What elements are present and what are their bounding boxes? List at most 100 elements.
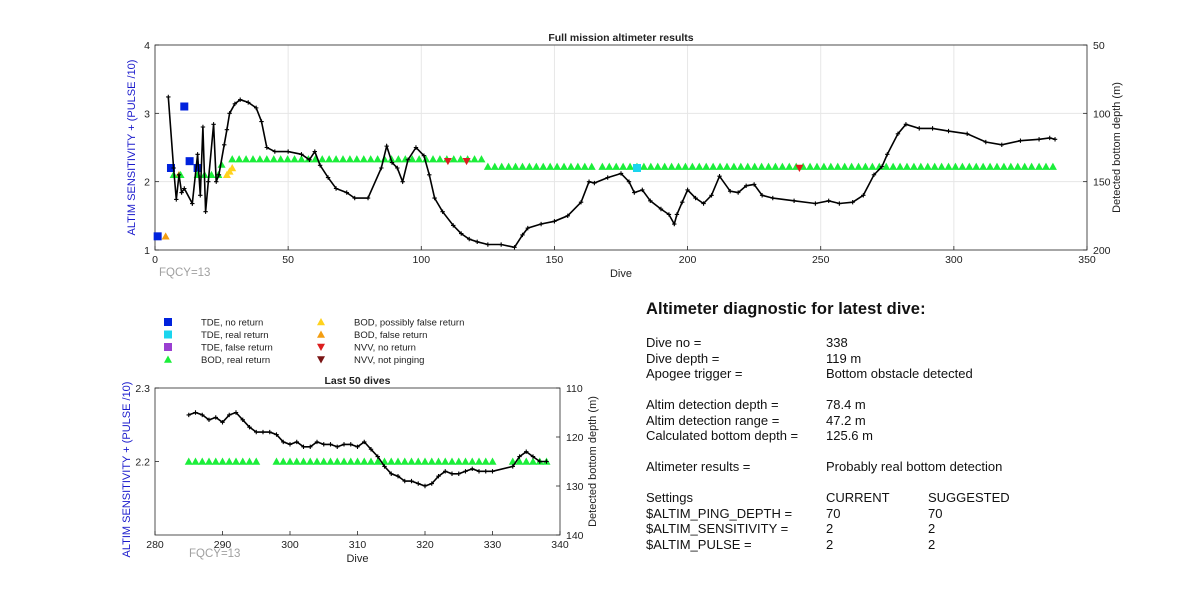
marker-bod-real-return: [387, 457, 396, 465]
x-tick-label: 290: [214, 539, 232, 551]
marker-bod-real-return: [1048, 162, 1057, 170]
y-left-tick-label: 4: [144, 40, 150, 52]
y-right-axis-label: Detected bottom depth (m): [587, 396, 599, 527]
depth-point: [470, 466, 475, 472]
depth-point: [743, 183, 749, 188]
marker-tde-real-return: [632, 164, 641, 172]
depth-point: [440, 209, 445, 214]
marker-bod-real-return: [750, 162, 759, 170]
depth-point: [368, 447, 374, 452]
marker-bod-real-return: [1020, 162, 1029, 170]
depth-point: [238, 97, 243, 102]
marker-bod-real-return: [238, 457, 247, 465]
depth-point: [220, 420, 225, 425]
marker-bod-real-return: [408, 155, 417, 163]
x-tick-label: 250: [812, 254, 830, 266]
marker-bod-real-return: [449, 155, 458, 163]
depth-point: [451, 223, 456, 228]
marker-bod-real-return: [283, 155, 292, 163]
marker-bod-real-return: [184, 457, 193, 465]
marker-bod-real-return: [902, 162, 911, 170]
diag-value: 2: [928, 521, 936, 536]
depth-point: [813, 201, 818, 206]
marker-tde-no-return: [185, 157, 194, 166]
depth-point: [264, 145, 270, 150]
x-tick-label: 100: [413, 254, 431, 266]
depth-point: [826, 198, 831, 203]
legend-swatch-tde-real-return: [164, 330, 172, 339]
marker-bod-real-return: [448, 457, 456, 465]
marker-bod-real-return: [252, 457, 261, 465]
marker-bod-real-return: [311, 155, 320, 163]
depth-point: [240, 417, 245, 423]
marker-bod-real-return: [566, 162, 575, 170]
annotation-fqcy: FQCY=13: [189, 548, 240, 560]
depth-point: [182, 186, 187, 191]
marker-bod-real-return: [771, 162, 780, 170]
marker-bod-real-return: [736, 162, 745, 170]
depth-point: [524, 449, 529, 454]
diag-value: Probably real bottom detection: [826, 459, 1003, 474]
depth-point: [171, 165, 176, 171]
legend-item-bod-real-return: BOD, real return: [164, 355, 270, 366]
marker-bod-real-return: [394, 457, 402, 465]
marker-bod-real-return: [279, 457, 288, 465]
depth-point: [885, 152, 890, 157]
diag-value: 125.6 m: [826, 428, 873, 443]
depth-point: [485, 242, 491, 247]
y-right-tick-label: 100: [1093, 108, 1111, 120]
depth-point: [335, 444, 340, 449]
depth-point: [592, 180, 597, 186]
marker-bod-real-return: [319, 457, 328, 465]
y-right-tick-label: 110: [566, 383, 583, 395]
diag-value: 2: [826, 521, 834, 536]
depth-point: [395, 165, 400, 171]
depth-point: [770, 195, 775, 201]
diag-row-apogee: Apogee trigger = Bottom obstacle detected: [646, 366, 1066, 382]
depth-point: [200, 412, 205, 418]
depth-point: [402, 478, 407, 484]
legend-swatch-bod-possibly-false-return: [317, 318, 325, 326]
diag-row-settings-header: Settings CURRENT SUGGESTED: [646, 490, 1066, 506]
depth-point: [640, 187, 645, 193]
marker-bod-real-return: [325, 155, 334, 163]
depth-point: [272, 149, 278, 154]
marker-bod-real-return: [262, 155, 271, 163]
x-tick-label: 340: [551, 539, 569, 551]
depth-point: [895, 131, 901, 137]
depth-point: [333, 186, 339, 191]
depth-point: [389, 471, 394, 476]
depth-point: [632, 190, 637, 195]
depth-point: [246, 100, 251, 105]
legend-label: NVV, not pinging: [354, 355, 424, 366]
depth-point: [254, 429, 259, 435]
legend-swatch-bod-real-return: [164, 355, 172, 363]
depth-point: [443, 469, 448, 474]
marker-bod-real-return: [688, 162, 697, 170]
chart-last-50: 280 290 300 310 320 330 340 2.2 2.3 110 120 130 140 L…: [121, 375, 599, 565]
marker-bod-real-return: [456, 155, 465, 163]
depth-point: [186, 412, 191, 418]
diag-value: 78.4 m: [826, 397, 866, 412]
marker-bod-real-return: [481, 457, 490, 465]
marker-bod-real-return: [546, 162, 555, 170]
legend-item-tde-real-return: TDE, real return: [164, 330, 269, 341]
legend-swatch-nvv-not-pinging: [317, 356, 325, 364]
marker-bod-real-return: [292, 457, 301, 465]
plot-frame: [154, 44, 1088, 251]
depth-point: [837, 201, 842, 206]
y-right-tick-label: 130: [566, 481, 584, 493]
diag-label: Altimeter results =: [646, 459, 751, 474]
depth-point: [467, 236, 472, 242]
depth-point: [287, 442, 293, 447]
marker-bod-real-return: [242, 155, 251, 163]
marker-bod-real-return: [716, 162, 725, 170]
depth-point: [375, 454, 380, 459]
depth-point: [709, 193, 714, 198]
depth-point: [759, 193, 765, 198]
marker-bod-real-return: [764, 162, 773, 170]
y-left-axis-label: ALTIM SENSITIVITY + (PULSE /10): [121, 382, 133, 558]
depth-point: [449, 471, 455, 476]
marker-bod-real-return: [833, 162, 842, 170]
marker-bod-real-return: [539, 162, 548, 170]
